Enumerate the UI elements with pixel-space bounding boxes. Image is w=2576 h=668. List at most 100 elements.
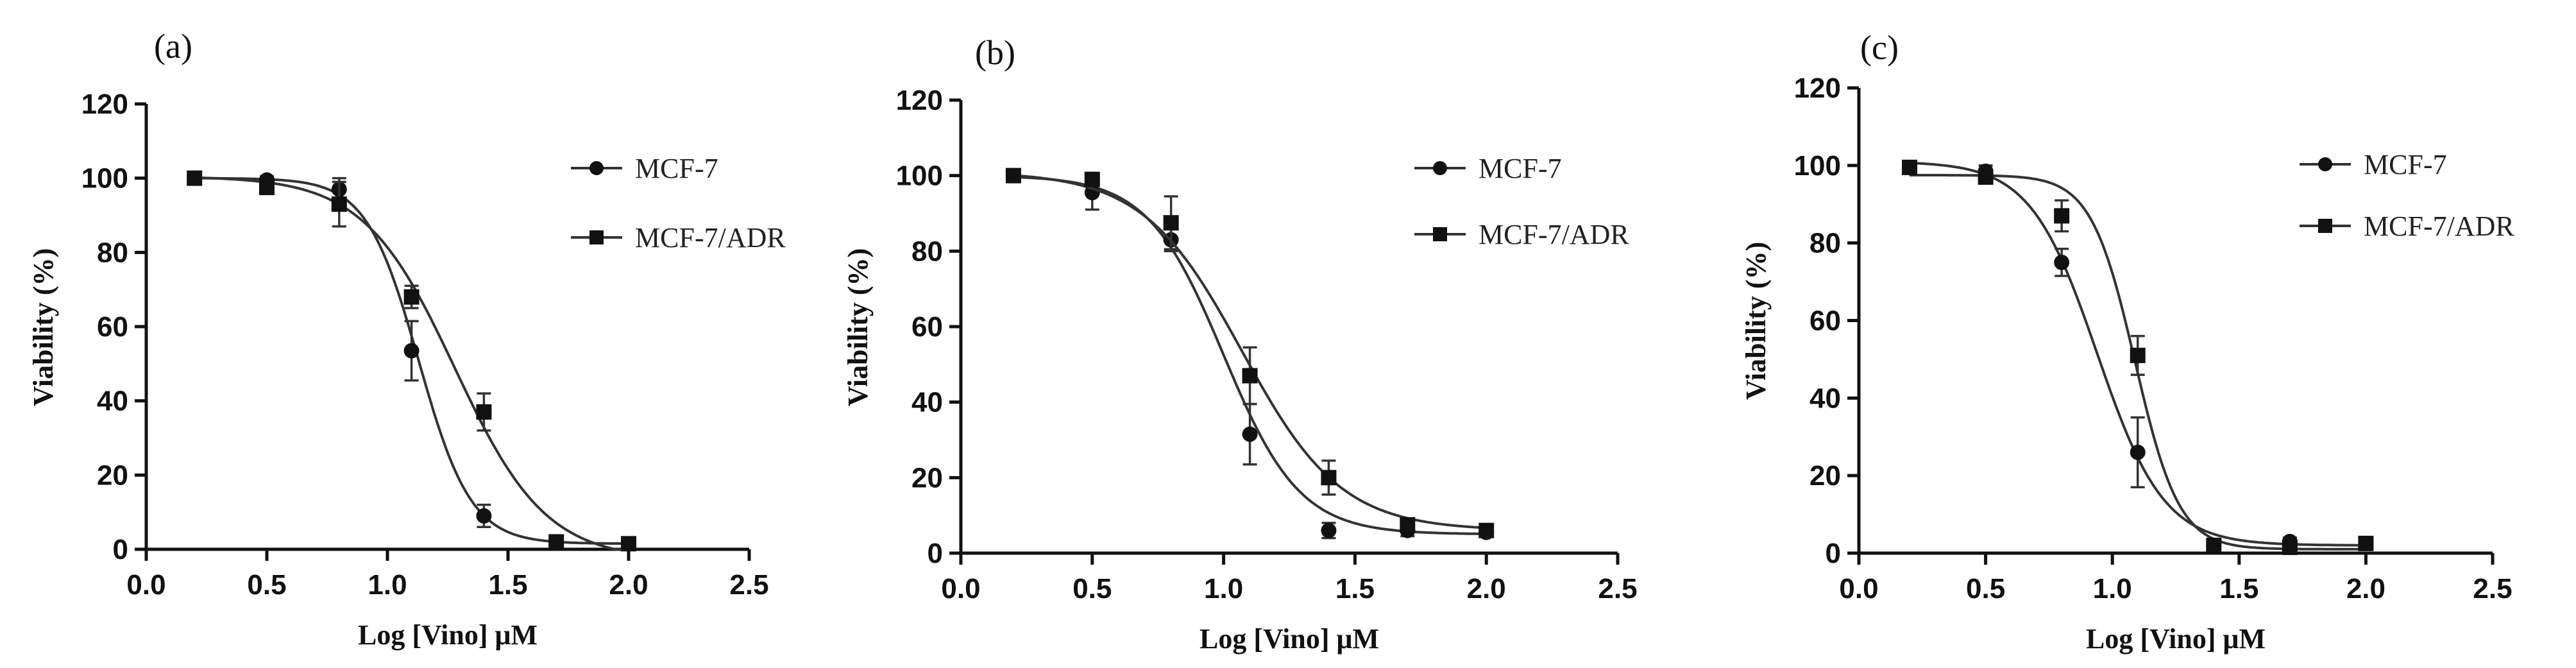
x-axis-title: Log [Vino] μM bbox=[2086, 623, 2266, 655]
chart-panel-0: (a) 0 20 40 60 80 100 120 0.0 0.5 1.0 1.5 2.0 2.5 Log … bbox=[28, 27, 786, 651]
legend-marker-square bbox=[1433, 227, 1447, 241]
data-point-square bbox=[2054, 208, 2070, 224]
x-tick-label: 0.0 bbox=[126, 569, 165, 601]
data-point-square bbox=[2282, 539, 2298, 555]
x-tick-label: 2.0 bbox=[609, 569, 648, 601]
data-point-square bbox=[1479, 522, 1495, 538]
panel-label: (a) bbox=[154, 27, 192, 65]
legend-label: MCF-7 bbox=[635, 153, 718, 184]
series-mcf7 bbox=[187, 170, 636, 552]
y-tick-label: 40 bbox=[97, 386, 128, 417]
legend-item: MCF-7 bbox=[2300, 149, 2447, 180]
y-tick-label: 120 bbox=[896, 85, 943, 116]
legend-item: MCF-7/ADR bbox=[2300, 210, 2514, 242]
y-tick-label: 120 bbox=[81, 89, 128, 120]
y-tick-label: 60 bbox=[97, 311, 128, 343]
y-axis-title: Viability (%) bbox=[842, 248, 874, 406]
data-point-square bbox=[1163, 215, 1179, 231]
legend-label: MCF-7/ADR bbox=[2364, 210, 2514, 242]
y-tick-label: 60 bbox=[1809, 305, 1841, 337]
data-point-circle bbox=[1242, 426, 1258, 442]
data-point-square bbox=[548, 534, 564, 550]
data-point-square bbox=[403, 289, 419, 305]
y-tick-label: 120 bbox=[1794, 73, 1841, 104]
legend-marker-circle bbox=[589, 161, 604, 175]
y-tick-label: 100 bbox=[1794, 150, 1841, 182]
data-point-square bbox=[621, 536, 636, 552]
data-point-square bbox=[1005, 167, 1021, 184]
x-tick-label: 2.5 bbox=[1598, 573, 1637, 604]
y-axis-title: Viability (%) bbox=[28, 248, 59, 406]
series-mcf7-adr bbox=[1005, 167, 1495, 538]
x-tick-label: 2.0 bbox=[1467, 573, 1506, 604]
legend-marker-square bbox=[2318, 219, 2332, 233]
legend-label: MCF-7/ADR bbox=[1479, 219, 1629, 250]
data-point-circle bbox=[476, 508, 492, 524]
legend-label: MCF-7 bbox=[2364, 149, 2447, 180]
data-point-square bbox=[1902, 159, 1918, 175]
x-tick-label: 1.5 bbox=[2219, 573, 2258, 604]
legend-label: MCF-7 bbox=[1479, 153, 1562, 184]
x-axis-title: Log [Vino] μM bbox=[358, 619, 538, 651]
x-tick-label: 1.0 bbox=[1204, 573, 1243, 604]
y-tick-label: 80 bbox=[97, 237, 128, 268]
x-axis-title: Log [Vino] μM bbox=[1199, 623, 1379, 655]
y-tick-label: 0 bbox=[113, 534, 128, 565]
legend-marker-circle bbox=[1433, 161, 1447, 175]
data-point-square bbox=[331, 196, 347, 212]
x-tick-label: 0.0 bbox=[941, 573, 980, 604]
chart-panel-1: (b) 0 20 40 60 80 100 120 0.0 0.5 1.0 1.5 2.0 2.5 Log … bbox=[842, 33, 1638, 655]
data-point-square bbox=[1084, 171, 1100, 187]
data-point-square bbox=[1242, 368, 1258, 384]
data-point-square bbox=[476, 404, 492, 420]
y-tick-label: 80 bbox=[1809, 228, 1841, 259]
data-point-circle bbox=[1321, 522, 1337, 538]
x-tick-label: 0.0 bbox=[1839, 573, 1878, 604]
y-tick-label: 40 bbox=[911, 387, 943, 418]
legend-item: MCF-7 bbox=[1414, 153, 1562, 184]
y-tick-label: 60 bbox=[911, 311, 943, 343]
x-tick-label: 1.5 bbox=[488, 569, 527, 601]
y-tick-label: 100 bbox=[81, 163, 128, 194]
y-axis-title: Viability (%) bbox=[1740, 242, 1772, 400]
data-point-circle bbox=[2130, 444, 2146, 460]
data-point-square bbox=[2358, 535, 2374, 551]
data-point-circle bbox=[2054, 254, 2070, 270]
x-tick-label: 2.0 bbox=[2346, 573, 2385, 604]
data-point-square bbox=[2130, 347, 2146, 363]
x-tick-label: 1.0 bbox=[2093, 573, 2132, 604]
data-point-square bbox=[2206, 537, 2222, 553]
y-tick-label: 0 bbox=[1826, 538, 1841, 569]
legend-item: MCF-7 bbox=[571, 153, 718, 184]
x-tick-label: 0.5 bbox=[247, 569, 286, 601]
y-tick-label: 100 bbox=[896, 160, 943, 192]
y-tick-label: 20 bbox=[1809, 460, 1841, 492]
legend-label: MCF-7/ADR bbox=[635, 222, 786, 253]
x-tick-label: 1.5 bbox=[1335, 573, 1375, 604]
x-tick-label: 0.5 bbox=[1966, 573, 2005, 604]
x-tick-label: 2.5 bbox=[2473, 573, 2512, 604]
data-point-circle bbox=[403, 343, 419, 359]
legend-marker-circle bbox=[2318, 157, 2332, 171]
y-tick-label: 80 bbox=[911, 236, 943, 267]
panel-label: (b) bbox=[975, 33, 1015, 72]
legend-item: MCF-7/ADR bbox=[1414, 219, 1629, 250]
series-mcf7-adr bbox=[1902, 159, 2374, 555]
data-point-square bbox=[1400, 517, 1416, 533]
panel-label: (c) bbox=[1860, 28, 1899, 67]
y-tick-label: 20 bbox=[97, 459, 128, 491]
data-point-square bbox=[187, 170, 203, 186]
x-tick-label: 2.5 bbox=[729, 569, 768, 601]
x-tick-label: 0.5 bbox=[1072, 573, 1112, 604]
legend-marker-square bbox=[589, 230, 604, 244]
x-tick-label: 1.0 bbox=[368, 569, 407, 601]
legend-item: MCF-7/ADR bbox=[571, 222, 786, 253]
y-tick-label: 0 bbox=[928, 538, 943, 569]
data-point-square bbox=[259, 180, 275, 196]
y-tick-label: 40 bbox=[1809, 382, 1841, 414]
series-mcf7-adr bbox=[187, 170, 636, 552]
y-tick-label: 20 bbox=[911, 462, 943, 493]
data-point-square bbox=[1978, 169, 1994, 185]
data-point-square bbox=[1321, 470, 1337, 486]
